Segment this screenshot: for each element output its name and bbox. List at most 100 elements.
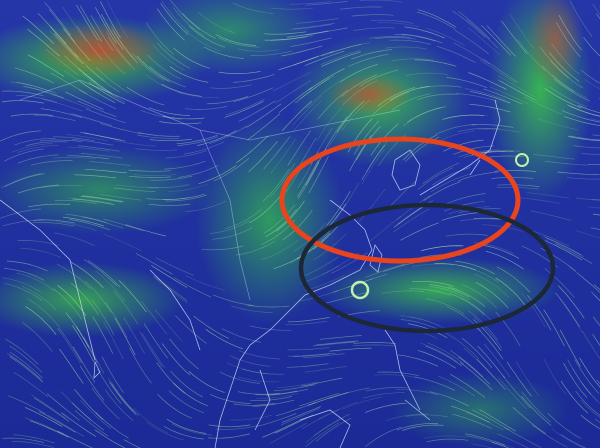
- wind-streak: [1, 173, 41, 189]
- wind-streak: [84, 280, 112, 314]
- wind-streak: [459, 362, 493, 390]
- wind-streak: [147, 184, 190, 188]
- wind-streak: [9, 356, 44, 383]
- wind-streak: [358, 188, 386, 222]
- wind-streak: [360, 0, 403, 3]
- wind-streak: [305, 81, 339, 109]
- wind-streak: [544, 88, 582, 109]
- wind-streak: [275, 402, 316, 417]
- wind-streak: [236, 240, 276, 256]
- wind-streak: [590, 118, 600, 122]
- wind-streak: [225, 98, 265, 116]
- wind-streak: [467, 27, 500, 56]
- wind-streak: [230, 414, 272, 421]
- wind-streak: [591, 199, 600, 201]
- wind-streak: [233, 74, 275, 83]
- wind-streak: [129, 175, 172, 178]
- wind-streak: [145, 421, 184, 441]
- wind-streak: [151, 265, 188, 288]
- wind-streak: [463, 151, 506, 158]
- wind-streak: [420, 342, 458, 363]
- wind-streak: [185, 200, 227, 212]
- wind-streak: [498, 377, 527, 410]
- wind-streak: [57, 285, 87, 317]
- wind-streak: [51, 93, 92, 110]
- wind-streak: [65, 91, 104, 110]
- wind-streak: [543, 309, 565, 347]
- wind-streak: [364, 426, 402, 448]
- wind-streak: [107, 37, 136, 70]
- wind-streak: [293, 50, 334, 66]
- wind-streak: [391, 58, 434, 62]
- wind-streak: [445, 233, 488, 237]
- wind-streak: [458, 11, 491, 40]
- wind-streak: [242, 368, 284, 375]
- wind-streak: [135, 253, 173, 275]
- wind-streak: [286, 363, 329, 368]
- wind-streak: [123, 439, 141, 448]
- wind-streak: [277, 56, 318, 71]
- wind-streak: [82, 216, 124, 229]
- wind-streak: [457, 127, 500, 132]
- wind-streak: [530, 210, 572, 221]
- wind-streak: [293, 352, 336, 357]
- wind-streak: [305, 418, 341, 443]
- wind-streak: [95, 66, 129, 94]
- wind-streak: [39, 410, 76, 433]
- wind-streak: [580, 69, 600, 84]
- wind-streak: [184, 29, 221, 52]
- wind-streak: [270, 7, 313, 10]
- wind-streak: [33, 219, 76, 224]
- wind-streak: [255, 390, 298, 396]
- wind-streak: [569, 266, 600, 293]
- wind-streak: [374, 37, 417, 40]
- wind-streak: [443, 139, 484, 152]
- wind-streak: [209, 394, 251, 404]
- wind-streak: [461, 297, 495, 324]
- wind-streak: [486, 25, 516, 57]
- wind-streak: [572, 368, 599, 403]
- wind-streak: [139, 331, 163, 368]
- wind-streak: [580, 414, 600, 430]
- wind-streak: [341, 74, 378, 97]
- wind-streak: [545, 237, 584, 258]
- wind-streak: [162, 115, 205, 120]
- wind-streak: [555, 22, 581, 58]
- wind-streak: [559, 329, 581, 367]
- wind-streak: [48, 9, 76, 43]
- wind-streak: [250, 50, 293, 56]
- wind-streak: [287, 317, 330, 323]
- wind-streak: [465, 411, 504, 431]
- wind-streak: [59, 348, 84, 384]
- wind-streak: [581, 153, 600, 155]
- wind-streak: [172, 7, 205, 37]
- wind-streak: [67, 155, 110, 160]
- wind-streak: [153, 275, 188, 301]
- wind-streak: [408, 316, 449, 331]
- wind-streak: [328, 387, 370, 399]
- wind-streak: [305, 1, 348, 6]
- wind-streak: [66, 134, 109, 142]
- wind-streak: [270, 162, 296, 198]
- wind-streak: [300, 377, 343, 387]
- wind-streak: [521, 391, 551, 423]
- wind-streak: [471, 124, 514, 128]
- wind-streak: [79, 399, 112, 429]
- wind-streak: [394, 33, 436, 42]
- wind-streak: [103, 218, 144, 232]
- wind-streak: [517, 39, 546, 72]
- wind-streak: [4, 173, 45, 188]
- wind-streak: [201, 245, 244, 251]
- wind-streak: [555, 243, 593, 264]
- wind-streak: [402, 134, 437, 161]
- wind-streak: [113, 140, 156, 147]
- wind-streak: [49, 26, 79, 58]
- wind-streak: [90, 14, 114, 51]
- wind-streak: [170, 370, 204, 398]
- wind-streak: [422, 162, 460, 184]
- wind-streak: [339, 6, 382, 10]
- wind-streak: [444, 193, 486, 205]
- wind-streak: [275, 80, 312, 104]
- wind-streak: [53, 157, 96, 160]
